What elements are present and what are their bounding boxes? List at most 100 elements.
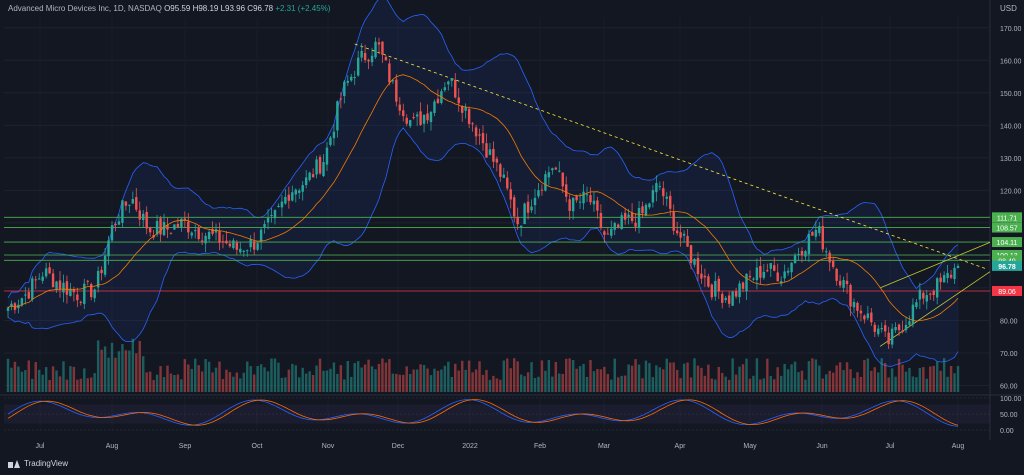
volume-bar [675, 369, 679, 392]
volume-bar [58, 376, 62, 392]
level-tag [992, 285, 1022, 296]
candle-body [637, 208, 641, 228]
candle-body [592, 200, 596, 205]
candle-body [308, 172, 311, 180]
volume-bar [454, 363, 457, 392]
volume-bar [554, 361, 558, 392]
x-tick-label: Sep [179, 443, 192, 450]
volume-bar [894, 376, 897, 392]
candle-body [634, 222, 637, 227]
candle-body [804, 251, 807, 257]
candle-body [700, 273, 703, 279]
volume-bar [481, 374, 485, 392]
level-tag-label: 111.71 [997, 215, 1017, 222]
candle-body [582, 191, 585, 204]
volume-bar [110, 342, 114, 392]
volume-bar [395, 373, 398, 392]
volume-bar [773, 379, 776, 392]
x-tick-label: Jun [816, 443, 827, 450]
candle-body [797, 253, 800, 255]
candle-body [395, 79, 398, 102]
volume-bar [859, 376, 863, 392]
volume-bar [252, 374, 256, 392]
candle-body [443, 87, 447, 91]
candle-body [689, 245, 693, 263]
volume-bar [440, 369, 443, 392]
candle-body [842, 280, 845, 288]
y-tick-label: 120.00 [1000, 188, 1022, 195]
volume-bar [55, 370, 58, 392]
x-tick-label: May [743, 443, 757, 450]
candle-body [350, 76, 353, 81]
volume-bar [575, 368, 578, 392]
candle-body [762, 271, 766, 278]
volume-bar [700, 367, 703, 392]
candle-body [169, 232, 173, 234]
candle-body [877, 328, 880, 335]
volume-bar [842, 370, 845, 392]
candle-body [939, 277, 942, 283]
candle-body [447, 81, 450, 85]
candle-body [589, 195, 592, 203]
candle-body [530, 206, 533, 211]
volume-bar [460, 360, 464, 392]
volume-bar [422, 365, 426, 392]
symbol-title[interactable]: Advanced Micro Devices Inc, 1D, NASDAQ [8, 4, 162, 13]
volume-bar [929, 366, 932, 392]
candle-body [662, 188, 665, 197]
volume-bar [280, 377, 284, 392]
candles [6, 37, 960, 350]
volume-bar [849, 369, 852, 392]
y-tick-label: 60.00 [1000, 383, 1018, 390]
osc-tick-label: 50.00 [1000, 412, 1018, 419]
volume-bar [474, 369, 478, 392]
candle-body [551, 168, 554, 171]
volume-bar [419, 364, 422, 392]
candle-body [398, 104, 402, 111]
candle-body [748, 276, 752, 278]
volume-bar [197, 365, 200, 392]
level-tag [992, 249, 1022, 260]
x-tick-label: Aug [106, 443, 119, 450]
volume-bar [65, 379, 69, 392]
candle-body [474, 127, 478, 137]
candle-body [658, 186, 662, 188]
candle-body [821, 226, 824, 250]
candle-body [287, 194, 291, 201]
candle-body [849, 284, 852, 307]
candle-body [568, 199, 571, 211]
candle-body [734, 291, 738, 297]
candle-body [918, 289, 922, 300]
candle-body [44, 268, 48, 277]
volume-bar [606, 374, 610, 392]
wedge-lower-line [879, 271, 991, 347]
volume-bar [277, 362, 280, 392]
candle-body [298, 190, 301, 193]
volume-bar [76, 379, 79, 392]
candle-body [291, 192, 294, 201]
candle-body [27, 292, 31, 299]
candle-body [717, 278, 720, 292]
candle-body [714, 280, 717, 297]
volume-bar [502, 360, 506, 392]
ohlc-open: O95.59 [164, 4, 191, 13]
volume-bar [235, 372, 239, 392]
volume-bar [471, 372, 474, 392]
volume-bar [443, 365, 447, 392]
volume-bar [304, 373, 308, 392]
candle-body [859, 310, 863, 314]
volume-bar [162, 377, 166, 392]
candle-body [332, 131, 336, 139]
candle-body [873, 324, 877, 332]
candle-body [62, 282, 65, 293]
volume-bar [93, 373, 96, 392]
volume-bar [838, 362, 842, 392]
volume-bar [831, 372, 835, 392]
candle-body [41, 276, 44, 281]
volume-bar [291, 363, 294, 392]
tradingview-logo[interactable]: TradingView [8, 459, 68, 468]
volume-bar [696, 365, 700, 392]
candle-body [48, 267, 51, 274]
candle-body [825, 251, 828, 253]
